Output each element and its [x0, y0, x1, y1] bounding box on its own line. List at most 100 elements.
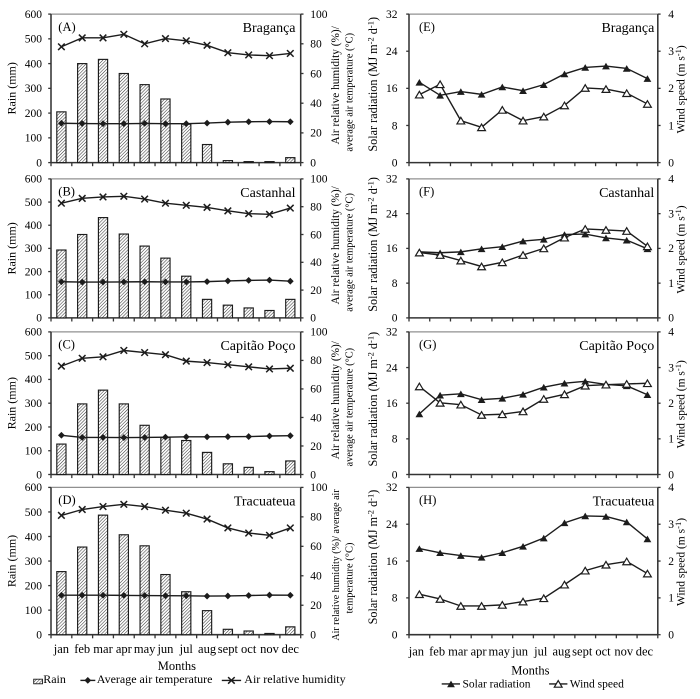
- svg-text:Wind speed (m s-1): Wind speed (m s-1): [673, 360, 688, 448]
- svg-text:500: 500: [25, 350, 43, 362]
- svg-text:3: 3: [668, 362, 674, 374]
- svg-text:0: 0: [668, 630, 674, 642]
- svg-text:Air relative humidity (%)/ ave: Air relative humidity (%)/ average air: [331, 489, 342, 641]
- svg-text:Air relative humidity (%)/: Air relative humidity (%)/: [330, 25, 342, 144]
- svg-text:apr: apr: [471, 644, 488, 658]
- svg-text:nov: nov: [260, 642, 280, 656]
- svg-text:8: 8: [392, 593, 398, 605]
- svg-text:oct: oct: [241, 642, 257, 656]
- svg-text:400: 400: [25, 220, 43, 232]
- svg-text:nov: nov: [614, 644, 634, 658]
- svg-text:Months: Months: [158, 659, 196, 673]
- svg-text:400: 400: [25, 58, 43, 70]
- svg-text:80: 80: [310, 39, 322, 51]
- svg-text:16: 16: [386, 398, 398, 410]
- svg-text:Solar radiation (MJ m-2 d-1): Solar radiation (MJ m-2 d-1): [366, 17, 381, 152]
- svg-text:60: 60: [310, 541, 322, 553]
- svg-text:jan: jan: [53, 642, 70, 656]
- svg-text:3: 3: [668, 519, 674, 531]
- svg-text:200: 200: [25, 422, 43, 434]
- svg-text:80: 80: [310, 512, 322, 524]
- svg-text:300: 300: [25, 398, 43, 410]
- svg-text:0: 0: [668, 469, 674, 481]
- svg-text:32: 32: [386, 9, 398, 21]
- svg-text:0: 0: [392, 469, 398, 481]
- svg-text:100: 100: [25, 290, 43, 302]
- svg-text:24: 24: [386, 46, 398, 58]
- svg-text:0: 0: [668, 157, 674, 169]
- svg-text:40: 40: [310, 257, 322, 269]
- svg-text:16: 16: [386, 83, 398, 95]
- svg-text:20: 20: [310, 600, 322, 612]
- svg-text:0: 0: [36, 313, 42, 325]
- svg-text:100: 100: [25, 605, 43, 617]
- svg-text:Bragança: Bragança: [601, 21, 655, 36]
- svg-text:60: 60: [310, 229, 322, 241]
- svg-text:feb: feb: [74, 642, 90, 656]
- svg-text:40: 40: [310, 98, 322, 110]
- svg-text:(H): (H): [419, 493, 436, 507]
- svg-text:4: 4: [668, 327, 674, 339]
- svg-text:20: 20: [310, 285, 322, 297]
- svg-text:32: 32: [386, 174, 398, 186]
- svg-text:Solar radiation: Solar radiation: [463, 679, 531, 691]
- svg-text:Rain (mm): Rain (mm): [5, 62, 19, 114]
- svg-text:Solar radiation (MJ m-2 d-1): Solar radiation (MJ m-2 d-1): [366, 332, 381, 467]
- svg-text:200: 200: [25, 266, 43, 278]
- svg-text:aug: aug: [198, 642, 217, 656]
- svg-text:average air temperature (°C): average air temperature (°C): [345, 348, 356, 467]
- svg-text:60: 60: [310, 384, 322, 396]
- svg-text:Bragança: Bragança: [243, 21, 297, 36]
- svg-text:32: 32: [386, 327, 398, 339]
- svg-text:(B): (B): [58, 185, 75, 199]
- svg-text:500: 500: [25, 507, 43, 519]
- svg-text:may: may: [489, 644, 511, 658]
- svg-text:300: 300: [25, 243, 43, 255]
- svg-text:Capitão Poço: Capitão Poço: [220, 339, 295, 354]
- svg-text:24: 24: [386, 519, 398, 531]
- svg-text:Solar radiation (MJ m-2 d-1): Solar radiation (MJ m-2 d-1): [366, 490, 381, 625]
- svg-text:24: 24: [386, 362, 398, 374]
- svg-text:1: 1: [668, 278, 674, 290]
- svg-text:0: 0: [310, 157, 316, 169]
- svg-text:1: 1: [668, 434, 674, 446]
- svg-text:500: 500: [25, 197, 43, 209]
- svg-text:0: 0: [392, 313, 398, 325]
- svg-text:600: 600: [25, 9, 43, 21]
- svg-text:80: 80: [310, 202, 322, 214]
- svg-text:16: 16: [386, 243, 398, 255]
- svg-text:0: 0: [36, 469, 42, 481]
- svg-text:40: 40: [310, 412, 322, 424]
- svg-text:0: 0: [36, 630, 42, 642]
- svg-text:Wind speed (m s-1): Wind speed (m s-1): [673, 518, 688, 606]
- svg-text:80: 80: [310, 355, 322, 367]
- svg-text:60: 60: [310, 68, 322, 80]
- svg-text:600: 600: [25, 327, 43, 339]
- svg-text:500: 500: [25, 34, 43, 46]
- svg-text:2: 2: [668, 398, 674, 410]
- svg-text:Wind speed (m s-1): Wind speed (m s-1): [673, 205, 688, 293]
- svg-text:3: 3: [668, 46, 674, 58]
- svg-text:0: 0: [392, 157, 398, 169]
- svg-text:8: 8: [392, 434, 398, 446]
- svg-text:4: 4: [668, 482, 674, 494]
- svg-text:400: 400: [25, 374, 43, 386]
- svg-text:0: 0: [36, 157, 42, 169]
- svg-text:dec: dec: [282, 642, 300, 656]
- svg-text:200: 200: [25, 580, 43, 592]
- svg-text:Rain: Rain: [43, 672, 66, 686]
- svg-text:(C): (C): [58, 338, 75, 352]
- svg-text:Average air temperature: Average air temperature: [97, 672, 213, 686]
- svg-text:Wind speed (m s-1): Wind speed (m s-1): [673, 45, 688, 133]
- svg-text:Tracuateua: Tracuateua: [234, 494, 296, 509]
- svg-text:Air relative humidity: Air relative humidity: [244, 672, 345, 686]
- svg-text:100: 100: [310, 327, 328, 339]
- svg-text:100: 100: [25, 446, 43, 458]
- svg-text:Rain (mm): Rain (mm): [5, 535, 19, 587]
- svg-text:jan: jan: [408, 644, 425, 658]
- svg-text:Solar radiation (MJ m-2 d-1): Solar radiation (MJ m-2 d-1): [366, 177, 381, 312]
- svg-text:Wind speed: Wind speed: [570, 679, 624, 691]
- svg-text:aug: aug: [552, 644, 571, 658]
- svg-text:Castanhal: Castanhal: [240, 186, 295, 201]
- svg-text:oct: oct: [595, 644, 611, 658]
